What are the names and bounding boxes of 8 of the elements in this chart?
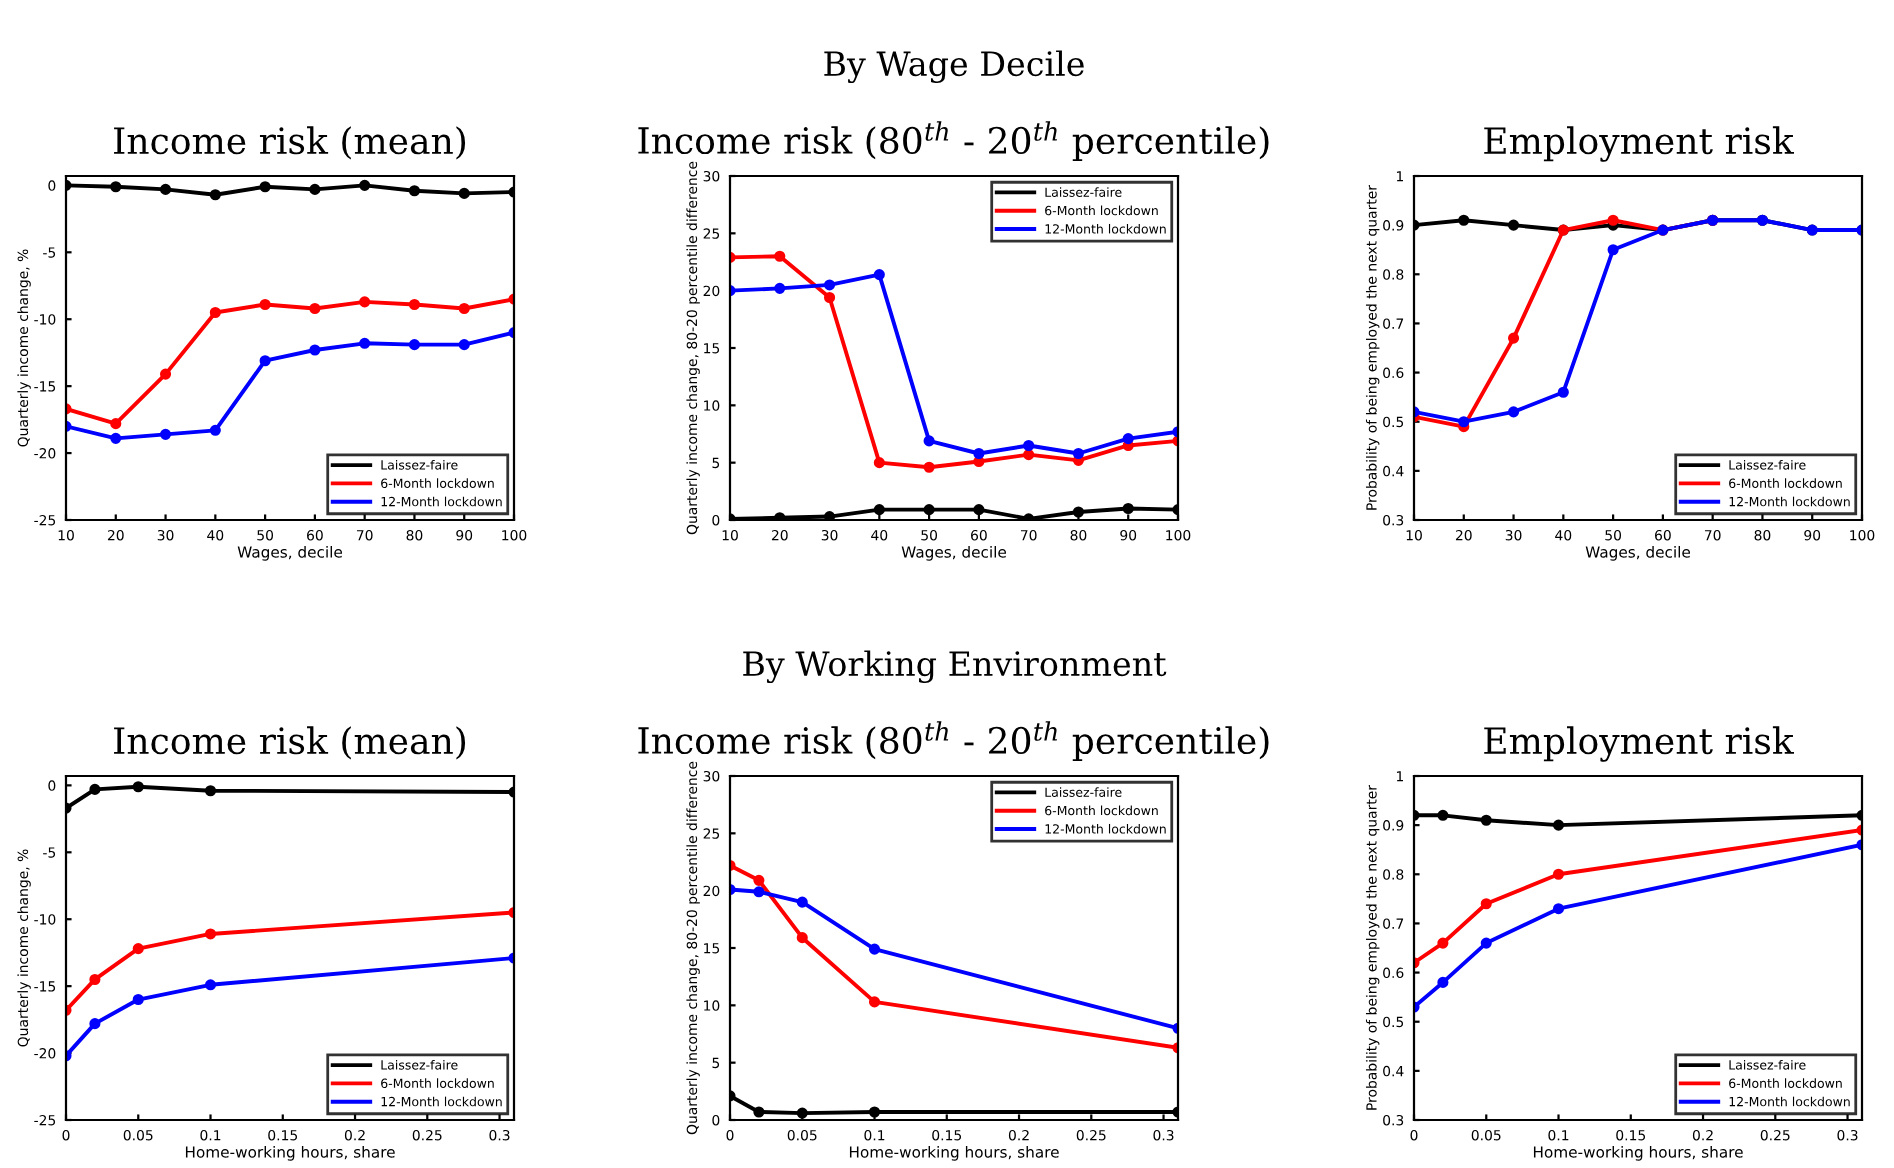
chart-title: Income risk (80$^{th}$ - 20$^{th}$ percentile)	[638, 121, 1269, 162]
chart-title: Income risk (mean)	[114, 726, 466, 760]
text: By Wage Decile	[824, 50, 1084, 84]
chart-title: Employment risk	[1484, 726, 1794, 762]
chart-title: Income risk (80$^{th}$ - 20$^{th}$ percentile)	[638, 721, 1269, 762]
chart-title: Income risk (mean)	[114, 126, 466, 160]
chart-title: Employment risk	[1484, 126, 1794, 162]
text: By Working Environment	[743, 650, 1167, 684]
